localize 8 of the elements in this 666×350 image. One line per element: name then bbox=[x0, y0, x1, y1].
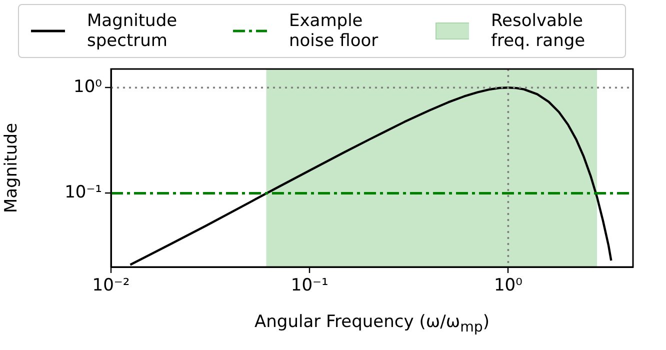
band-label: Resolvable freq. range bbox=[491, 11, 586, 51]
x-tick-label: 10⁻² bbox=[92, 276, 130, 296]
y-axis-title: Magnitude bbox=[2, 122, 22, 214]
x-tick-label: 10⁻¹ bbox=[290, 276, 328, 296]
legend-label: Example noise floor bbox=[289, 11, 380, 51]
x-tick-label: 10⁰ bbox=[494, 276, 523, 296]
legend-label: Magnitude spectrum bbox=[87, 11, 178, 51]
x-axis-title: Angular Frequency (ω/ω$_{mp}$) bbox=[254, 312, 490, 336]
